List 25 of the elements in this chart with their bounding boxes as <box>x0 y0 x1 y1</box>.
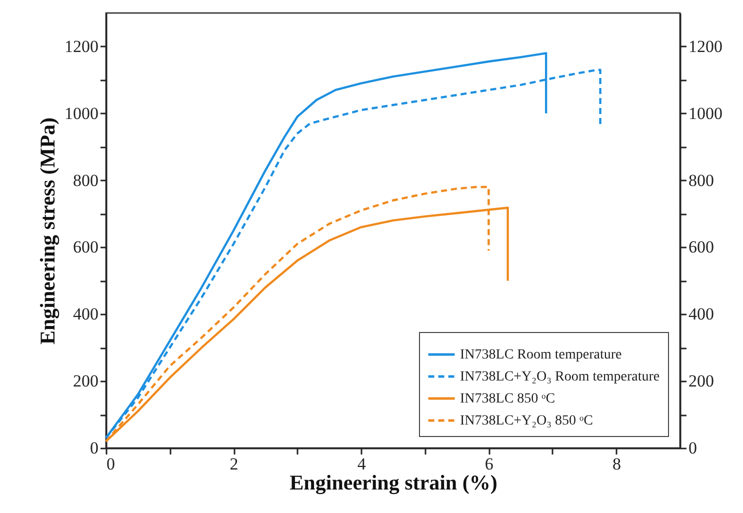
legend-label: IN738LC+Y₂O₃ 850 ᵒC <box>460 414 593 428</box>
y-tick-label: 0 <box>90 438 98 458</box>
y-tick-label: 800 <box>73 170 98 190</box>
y-tick-label: 200 <box>73 372 98 391</box>
legend-label: IN738LC+Y₂O₃ Room temperature <box>460 370 660 384</box>
y2-tick-label: 400 <box>688 304 714 324</box>
legend-label: IN738LC 850 ᵒC <box>460 392 556 406</box>
x-tick-label: 4 <box>357 454 366 474</box>
y2-tick-label: 600 <box>688 238 714 257</box>
x-tick-label: 8 <box>612 454 621 474</box>
y-tick-label: 1000 <box>64 104 98 123</box>
y-axis-title: Engineering stress (MPa) <box>36 117 60 345</box>
y2-tick-label: 1200 <box>688 36 722 56</box>
y2-tick-label: 200 <box>688 372 714 391</box>
y2-tick-label: 800 <box>688 170 714 190</box>
y2-tick-label: 1000 <box>688 104 722 123</box>
y-tick-label: 1200 <box>64 36 98 56</box>
y-tick-label: 600 <box>73 238 98 257</box>
x-tick-label: 0 <box>106 454 115 474</box>
x-axis-title: Engineering strain (%) <box>290 470 498 494</box>
x-tick-label: 6 <box>484 454 494 474</box>
y-tick-label: 400 <box>73 304 98 324</box>
x-tick-label: 2 <box>230 454 238 474</box>
y2-tick-label: 0 <box>688 438 697 458</box>
legend-label: IN738LC Room temperature <box>460 348 622 362</box>
